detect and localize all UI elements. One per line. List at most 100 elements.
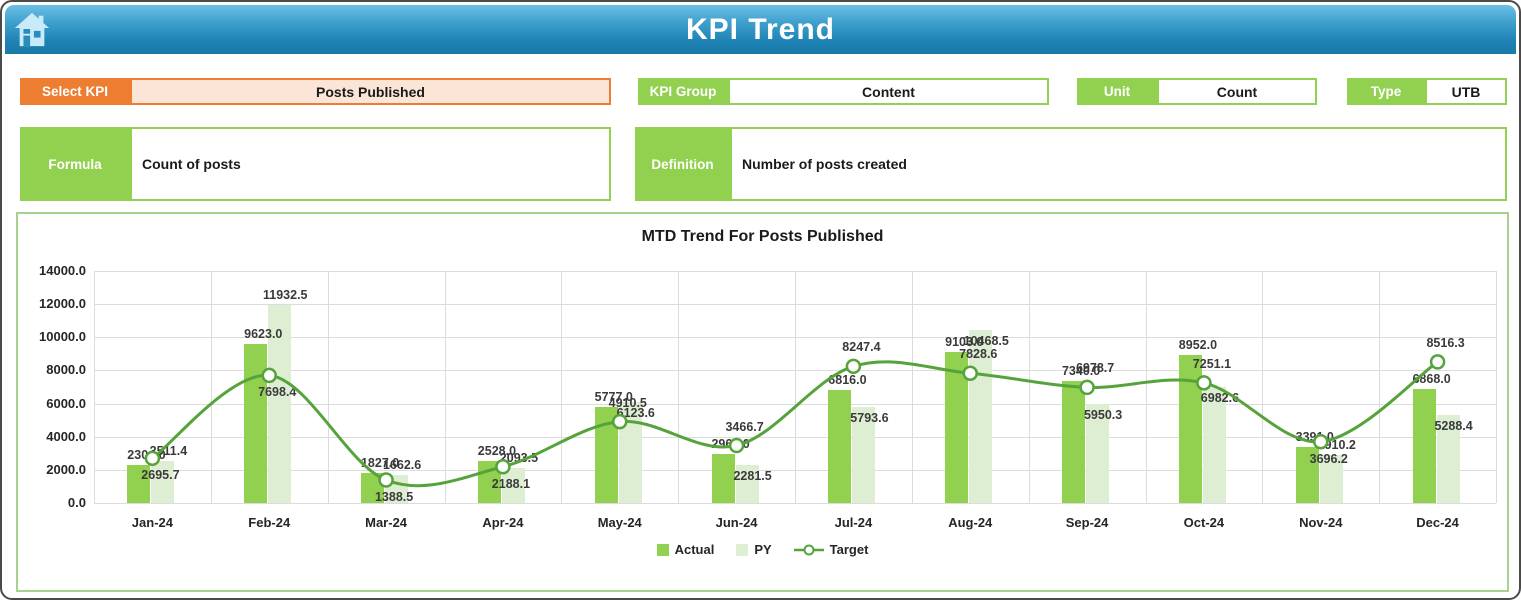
y-axis-tick-label: 14000.0: [39, 263, 86, 278]
x-axis-category-label: Mar-24: [365, 515, 408, 530]
header-bar: KPI Trend: [5, 5, 1516, 54]
target-line: [151, 360, 1439, 488]
v-gridline: [94, 271, 95, 503]
bar-actual: [1062, 381, 1086, 503]
data-label-target: 6978.7: [1075, 361, 1115, 376]
legend-swatch-icon: [736, 543, 749, 556]
data-label-py: 2093.5: [499, 451, 539, 466]
legend-item-target: Target: [793, 542, 869, 557]
kpi-group-label: KPI Group: [638, 78, 728, 105]
formula-value: Count of posts: [130, 127, 611, 201]
legend-item-actual: Actual: [656, 542, 715, 557]
bar-py: [1202, 387, 1226, 503]
data-label-target: 7828.6: [959, 347, 998, 362]
v-gridline: [911, 271, 913, 503]
x-axis-category-label: Nov-24: [1299, 515, 1343, 530]
definition-value: Number of posts created: [730, 127, 1507, 201]
data-label-target: 8516.3: [1426, 335, 1465, 350]
target-point-marker: [728, 437, 745, 454]
legend-line-marker-icon: [793, 544, 824, 555]
kpi-group-value: Content: [728, 78, 1049, 105]
target-line-series: [144, 354, 1446, 488]
target-point-marker: [378, 472, 394, 488]
legend-label: PY: [754, 542, 772, 557]
v-gridline: [678, 271, 680, 503]
x-axis-category-label: Jul-24: [834, 515, 873, 530]
v-gridline: [1379, 271, 1381, 503]
formula-label: Formula: [20, 127, 130, 201]
legend-label: Actual: [674, 542, 715, 557]
v-gridline: [1496, 271, 1497, 503]
data-label-target: 3696.2: [1309, 451, 1348, 466]
h-gridline: [94, 503, 1496, 504]
definition-label: Definition: [635, 127, 730, 201]
x-axis-category-label: Dec-24: [1416, 515, 1459, 530]
bar-py: [1086, 404, 1110, 503]
data-label-actual: 9623.0: [244, 326, 283, 341]
y-axis-tick-label: 0.0: [67, 495, 86, 510]
target-point-marker: [845, 358, 862, 375]
select-kpi-value[interactable]: Posts Published: [130, 78, 611, 105]
v-gridline: [1145, 271, 1147, 503]
y-axis-tick-label: 4000.0: [46, 428, 86, 444]
target-point-marker: [1313, 433, 1329, 450]
x-axis-category-label: Feb-24: [248, 515, 291, 530]
target-point-marker: [1079, 379, 1095, 396]
bar-actual: [945, 352, 969, 503]
y-axis-tick-label: 6000.0: [46, 395, 86, 411]
data-label-actual: 2528.0: [477, 444, 517, 459]
data-label-target: 7251.1: [1192, 356, 1232, 371]
data-label-actual: 7340.0: [1061, 364, 1101, 379]
y-axis-tick-label: 8000.0: [46, 362, 86, 378]
legend-label: Target: [829, 542, 869, 557]
bar-py: [151, 461, 175, 503]
legend-item-py: PY: [736, 542, 772, 557]
data-label-py: 5793.6: [850, 410, 889, 425]
bar-py: [852, 406, 876, 503]
y-axis-tick-label: 2000.0: [46, 461, 86, 477]
data-label-target: 1388.5: [374, 489, 414, 504]
target-point-marker: [144, 450, 161, 467]
bar-actual: [244, 343, 268, 503]
page-title: KPI Trend: [685, 12, 836, 46]
y-axis-tick-label: 10000.0: [39, 329, 86, 345]
target-point-marker: [1196, 375, 1212, 391]
type-value: UTB: [1425, 78, 1507, 105]
chart-legend: Actual PY Target: [18, 542, 1507, 557]
x-axis-category-label: Jun-24: [715, 515, 758, 530]
bar-actual: [1178, 354, 1202, 503]
type-label: Type: [1347, 78, 1425, 105]
v-gridline: [327, 271, 329, 503]
data-label-actual: 6816.0: [828, 373, 867, 388]
data-label-py: 2281.5: [733, 469, 772, 484]
home-button[interactable]: [11, 9, 53, 51]
target-point-marker: [1429, 354, 1446, 370]
target-point-marker: [962, 365, 978, 382]
target-point-marker: [261, 367, 277, 384]
bar-actual: [828, 390, 852, 503]
data-label-target: 2695.7: [141, 468, 180, 483]
bar-actual: [1412, 389, 1436, 503]
data-label-py: 5950.3: [1083, 408, 1123, 423]
v-gridline: [444, 271, 446, 503]
data-label-target: 7698.4: [258, 385, 297, 400]
select-kpi-label: Select KPI: [20, 78, 130, 105]
data-label-py: 6123.6: [616, 405, 655, 420]
kpi-trend-chart: MTD Trend For Posts Published 0.0 2000.0 4…: [16, 212, 1509, 592]
data-label-py: 10468.5: [963, 333, 1009, 348]
chart-title: MTD Trend For Posts Published: [641, 228, 884, 245]
v-gridline: [1028, 271, 1030, 503]
target-point-marker: [495, 458, 511, 475]
x-axis-category-label: Sep-24: [1065, 515, 1109, 530]
bar-actual: [361, 472, 385, 503]
data-label-py: 1662.6: [382, 458, 422, 473]
bar-actual: [1295, 446, 1319, 503]
target-point-marker: [612, 413, 628, 430]
data-label-target: 3466.7: [725, 419, 764, 434]
v-gridline: [795, 271, 796, 503]
bar-py: [1319, 454, 1343, 503]
bar-py: [1436, 415, 1460, 503]
legend-swatch-icon: [656, 543, 669, 556]
x-axis-category-label: Apr-24: [482, 515, 524, 530]
